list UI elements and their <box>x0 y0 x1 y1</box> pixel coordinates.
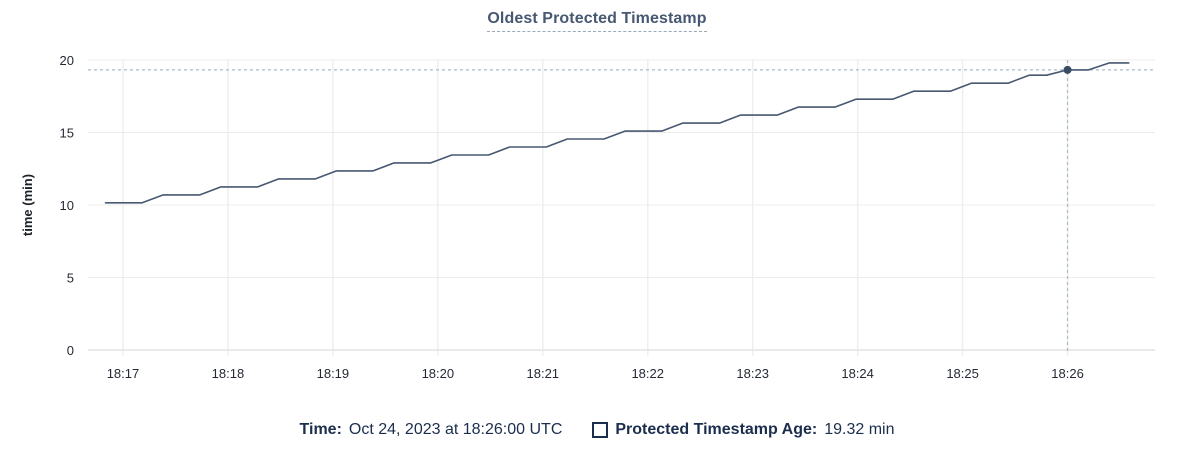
y-tick-label: 15 <box>60 126 74 141</box>
y-tick-label: 5 <box>67 271 74 286</box>
tooltip-time-value: Oct 24, 2023 at 18:26:00 UTC <box>348 421 563 438</box>
x-tick-label: 18:19 <box>317 366 350 381</box>
series-name-label: Protected Timestamp Age: <box>615 421 818 438</box>
y-tick-label: 0 <box>67 343 74 358</box>
y-axis-title: time (min) <box>20 174 35 236</box>
x-tick-label: 18:21 <box>527 366 560 381</box>
chart-canvas[interactable]: 0 5 10 15 20 18:17 18:18 18:19 18:20 18:21 18:22 18… <box>0 0 1194 400</box>
x-tick-label: 18:18 <box>212 366 245 381</box>
x-tick-label: 18:24 <box>841 366 874 381</box>
legend-series-group: Protected Timestamp Age: 19.32 min <box>592 421 894 439</box>
x-tick-label: 18:20 <box>422 366 455 381</box>
x-tick-label: 18:25 <box>946 366 979 381</box>
x-tick-label: 18:23 <box>736 366 769 381</box>
x-tick-label: 18:17 <box>107 366 140 381</box>
chart-title: Oldest Protected Timestamp <box>487 10 707 32</box>
tooltip-time-label: Time: <box>299 421 342 438</box>
series-value: 19.32 min <box>824 421 895 438</box>
series-toggle-checkbox[interactable] <box>592 422 609 438</box>
tooltip-time-group: Time: Oct 24, 2023 at 18:26:00 UTC <box>300 421 563 439</box>
x-tick-label: 18:22 <box>631 366 664 381</box>
x-tick-label: 18:26 <box>1051 366 1084 381</box>
y-tick-label: 10 <box>60 198 74 213</box>
chart-title-row: Oldest Protected Timestamp <box>0 10 1194 32</box>
series-line <box>104 62 1130 204</box>
hover-point-dot <box>1063 65 1072 74</box>
tooltip-legend: Time: Oct 24, 2023 at 18:26:00 UTC Prote… <box>0 421 1194 439</box>
y-tick-label: 20 <box>60 53 74 68</box>
